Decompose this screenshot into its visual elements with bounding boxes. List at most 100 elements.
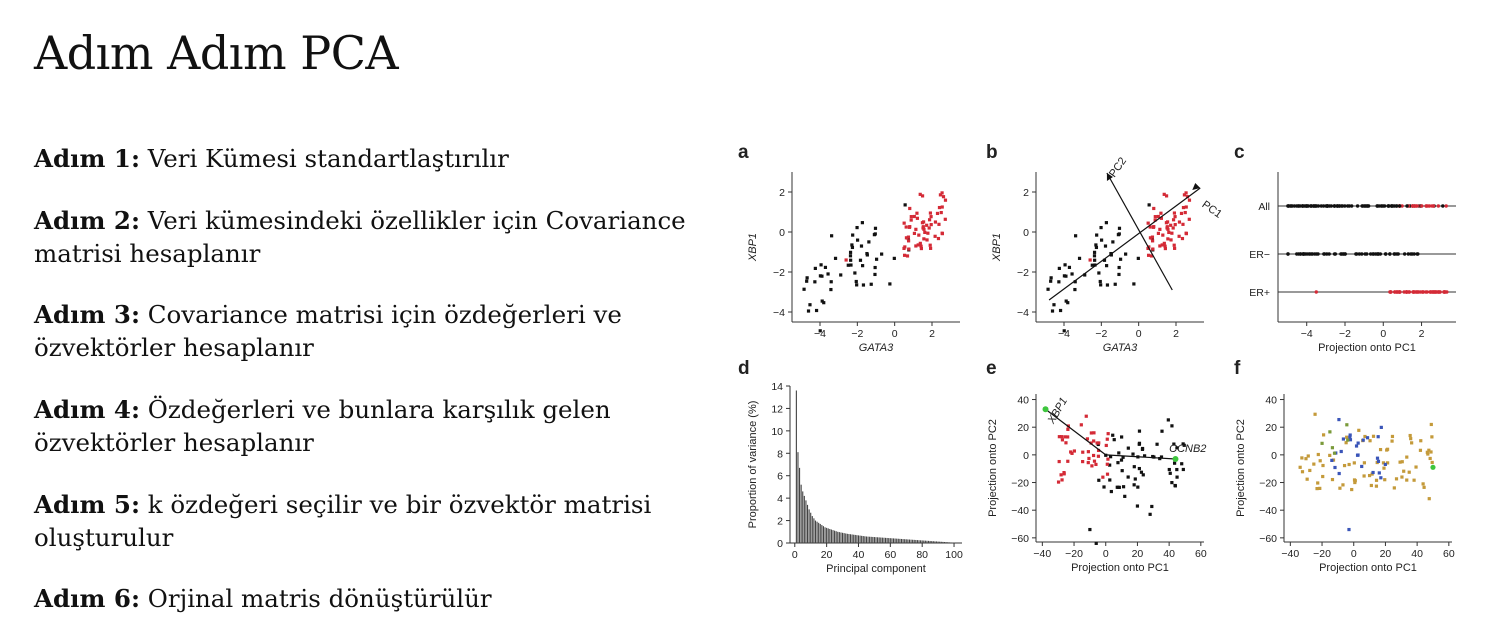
bar [861, 535, 863, 543]
data-point [1093, 263, 1097, 267]
data-point [1158, 227, 1162, 231]
data-point [823, 265, 828, 269]
data-point [850, 245, 855, 250]
data-point [908, 206, 912, 211]
data-point [1133, 477, 1137, 481]
data-point [1402, 469, 1406, 473]
bar [908, 539, 911, 543]
bar [854, 534, 856, 543]
data-point [905, 254, 910, 258]
data-point [903, 245, 907, 249]
data-point [1386, 461, 1390, 465]
data-point [1305, 477, 1309, 481]
data-point [1105, 437, 1109, 441]
data-point [1315, 486, 1319, 491]
data-point [1155, 442, 1159, 446]
data-point [940, 231, 944, 235]
bar [856, 535, 858, 543]
data-point [1352, 478, 1357, 482]
x-tick-label: 100 [945, 549, 963, 561]
data-point [1313, 204, 1318, 208]
ccnb2-loading-line [1105, 454, 1176, 460]
category-label: All [1258, 201, 1270, 213]
data-point [1090, 464, 1094, 468]
data-point [1320, 441, 1324, 445]
data-point [1429, 422, 1433, 427]
data-point [1063, 263, 1067, 267]
data-point [940, 191, 944, 195]
data-point [1391, 204, 1395, 208]
data-point [1371, 434, 1376, 438]
data-point [1379, 476, 1383, 480]
x-axis-label: GATA3 [1103, 342, 1138, 354]
data-point [912, 231, 917, 235]
data-point [1099, 225, 1103, 230]
data-point [1162, 192, 1166, 196]
data-point [1318, 459, 1322, 463]
data-point [1313, 412, 1317, 416]
data-point [1398, 460, 1402, 464]
pc1-arrowhead [1192, 183, 1201, 190]
data-point [904, 225, 908, 229]
data-point [1184, 205, 1188, 209]
data-point [915, 216, 920, 220]
data-point [1330, 458, 1334, 462]
data-point [1116, 233, 1120, 237]
data-point [1091, 453, 1096, 458]
data-point [1337, 417, 1341, 422]
data-point [1081, 459, 1085, 464]
data-point [850, 243, 854, 247]
bar [816, 521, 818, 543]
data-point [1148, 225, 1152, 229]
data-point [1331, 458, 1336, 462]
data-point [1312, 462, 1316, 466]
data-point [873, 265, 877, 270]
bar [888, 538, 890, 543]
data-point [1106, 432, 1110, 436]
pc2-arrowhead [1106, 173, 1113, 181]
data-point [1180, 462, 1184, 466]
data-point [849, 263, 853, 267]
data-point [937, 205, 942, 210]
bar [924, 540, 926, 543]
data-point [1397, 204, 1402, 208]
data-point [1182, 443, 1186, 447]
data-point [1124, 252, 1128, 256]
data-point [1369, 483, 1373, 488]
data-point [1328, 430, 1332, 434]
data-point [1419, 439, 1423, 443]
data-point [1147, 203, 1151, 207]
y-tick-label: 20 [1017, 422, 1029, 434]
data-point [888, 282, 892, 286]
data-point [1132, 483, 1136, 487]
x-axis-label: Projection onto PC1 [1318, 342, 1416, 354]
data-point [1064, 441, 1068, 445]
data-point [1345, 204, 1350, 208]
data-point [1441, 204, 1445, 208]
data-point [915, 211, 919, 215]
y-tick-label: 0 [1271, 450, 1277, 462]
data-point [1330, 446, 1335, 450]
data-point [1427, 497, 1431, 501]
data-point [1175, 467, 1179, 472]
data-point [1098, 279, 1102, 284]
data-point [1120, 435, 1124, 439]
bar [884, 537, 887, 543]
bar [798, 467, 801, 543]
data-point [1357, 428, 1361, 432]
bar [803, 495, 805, 543]
data-point [1314, 290, 1318, 294]
data-point [855, 225, 859, 230]
bar [806, 504, 809, 543]
bar [800, 484, 802, 543]
data-point [814, 308, 819, 313]
data-point [1173, 215, 1177, 219]
data-point [861, 283, 866, 287]
data-point [941, 195, 946, 199]
data-point [1377, 204, 1381, 208]
data-point [1420, 204, 1424, 208]
step-label: Adım 4: [34, 395, 140, 424]
bar [921, 540, 923, 543]
data-point [1184, 191, 1188, 195]
data-point [1148, 236, 1153, 240]
